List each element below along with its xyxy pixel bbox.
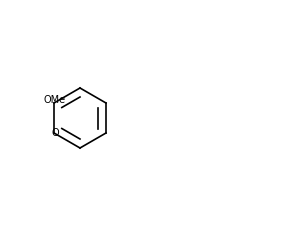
Text: OMe: OMe bbox=[44, 95, 66, 105]
Text: O: O bbox=[51, 128, 59, 138]
